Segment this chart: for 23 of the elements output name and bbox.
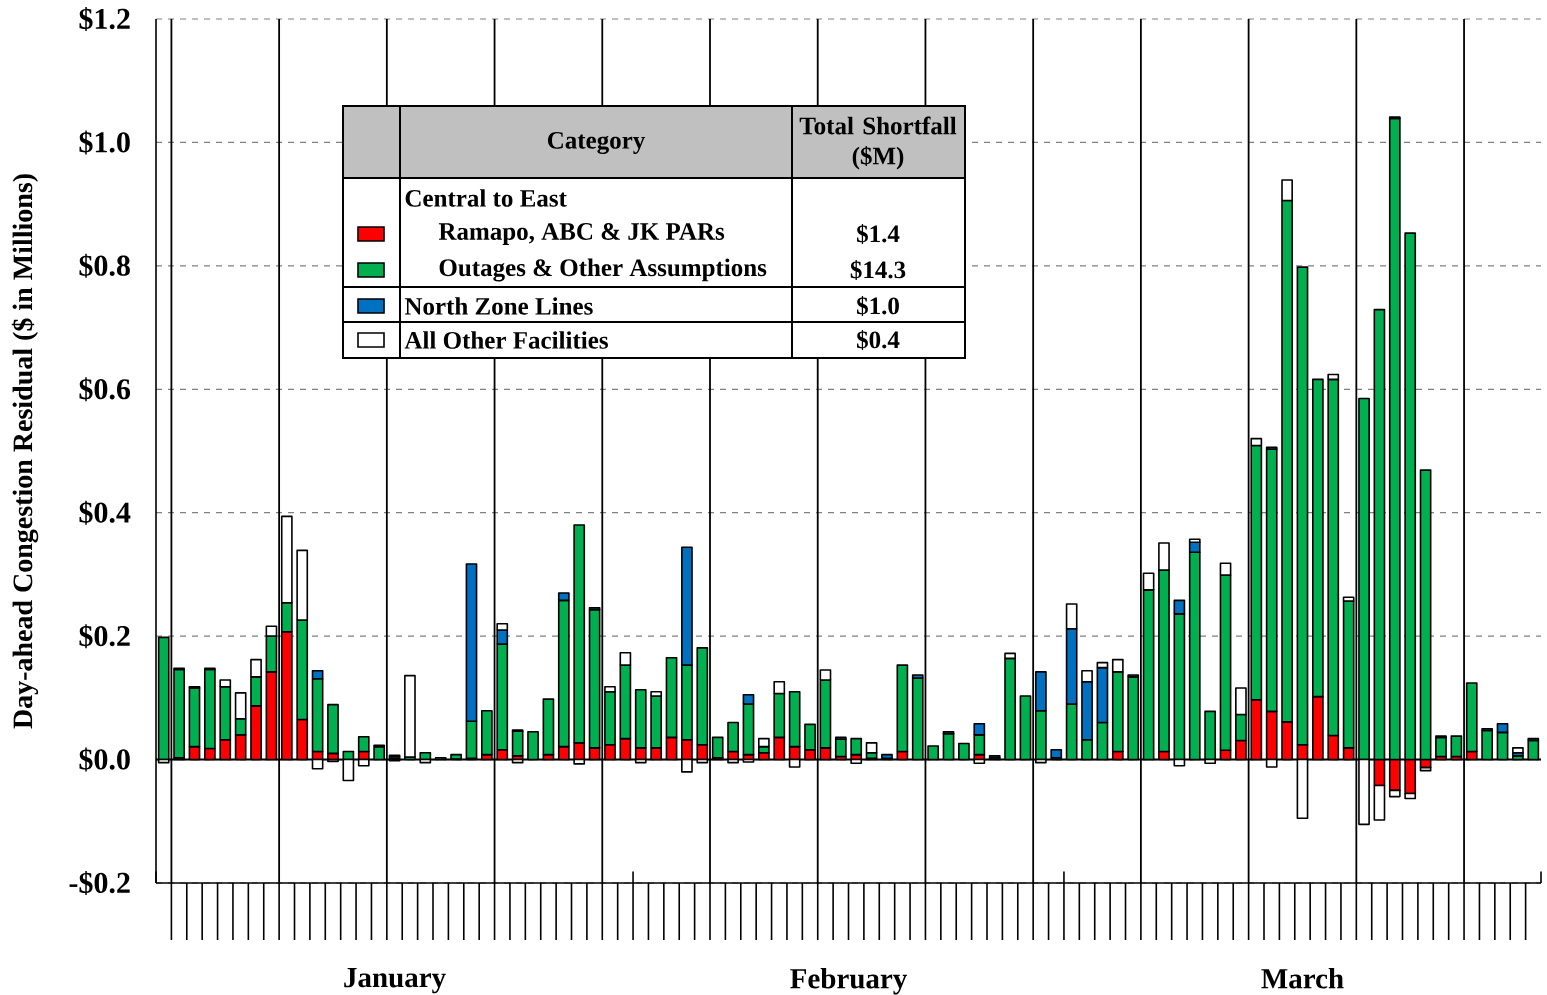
y-tick-label: $0.0 [79,747,130,772]
annotation: Central to East [405,189,567,207]
y-tick-label: $0.2 [79,624,130,649]
y-tick-label: $0.4 [79,500,131,525]
y-axis-title: Day-ahead Congestion Residual ($ in Millions) [11,174,39,729]
y-tick-label: $0.6 [79,377,131,402]
legend-title: Category [547,131,646,155]
annotation: $0.4 [857,329,900,350]
legend-label: North Zone Lines [404,297,593,315]
annotation: $1.0 [857,295,899,316]
x-tick-label: March [1261,968,1344,989]
annotation: Total Shortfall ($M) [799,116,957,170]
x-tick-label: February [790,968,908,995]
annotation: $1.4 [857,223,900,244]
y-tick-label: $0.8 [79,253,130,278]
legend-label: All Other Facilities [404,331,608,349]
legend-label: Outages & Other Assumptions [439,258,767,282]
annotation: $14.3 [850,259,906,280]
x-tick-label: January [344,968,446,994]
y-tick-label: $1.2 [79,7,130,31]
legend-label: Ramapo, ABC & JK PARs [438,223,725,245]
y-tick-label: $1.0 [79,130,130,155]
y-tick-label: -$0.2 [69,871,130,895]
